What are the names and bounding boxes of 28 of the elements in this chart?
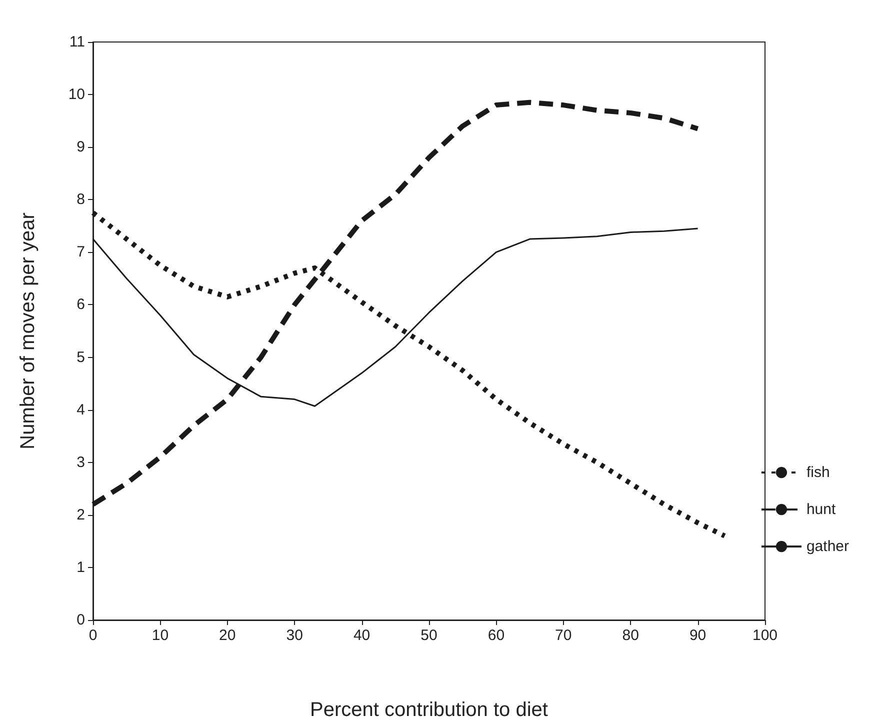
x-tick-label: 20	[219, 627, 236, 644]
x-tick-label: 100	[752, 627, 778, 644]
y-tick-label: 8	[76, 191, 85, 208]
y-tick-label: 9	[76, 138, 85, 156]
legend-label: fish	[806, 464, 830, 481]
y-tick-label: 7	[76, 244, 85, 261]
x-tick-label: 30	[286, 627, 303, 644]
y-tick-label: 0	[76, 612, 85, 628]
y-tick-label: 2	[76, 506, 85, 524]
x-tick-label: 90	[689, 627, 706, 644]
y-tick-label: 5	[76, 348, 85, 366]
legend-label: hunt	[806, 501, 836, 518]
legend-label: gather	[806, 538, 850, 555]
y-tick-label: 11	[69, 34, 85, 50]
x-tick-label: 60	[488, 627, 505, 644]
y-tick-label: 10	[68, 86, 85, 104]
x-tick-label: 0	[88, 627, 98, 644]
x-tick-label: 80	[622, 627, 639, 644]
y-tick-label: 6	[76, 296, 85, 314]
y-tick-label: 1	[76, 558, 85, 576]
y-tick-label: 4	[76, 401, 85, 418]
x-tick-label: 10	[152, 627, 169, 644]
y-axis-title: Number of moves per year	[17, 212, 39, 450]
x-axis-title: Percent contribution to diet	[310, 699, 548, 721]
x-tick-label: 40	[353, 627, 370, 644]
x-tick-label: 50	[420, 627, 438, 644]
x-tick-label: 70	[555, 627, 572, 644]
y-tick-label: 3	[76, 454, 85, 471]
